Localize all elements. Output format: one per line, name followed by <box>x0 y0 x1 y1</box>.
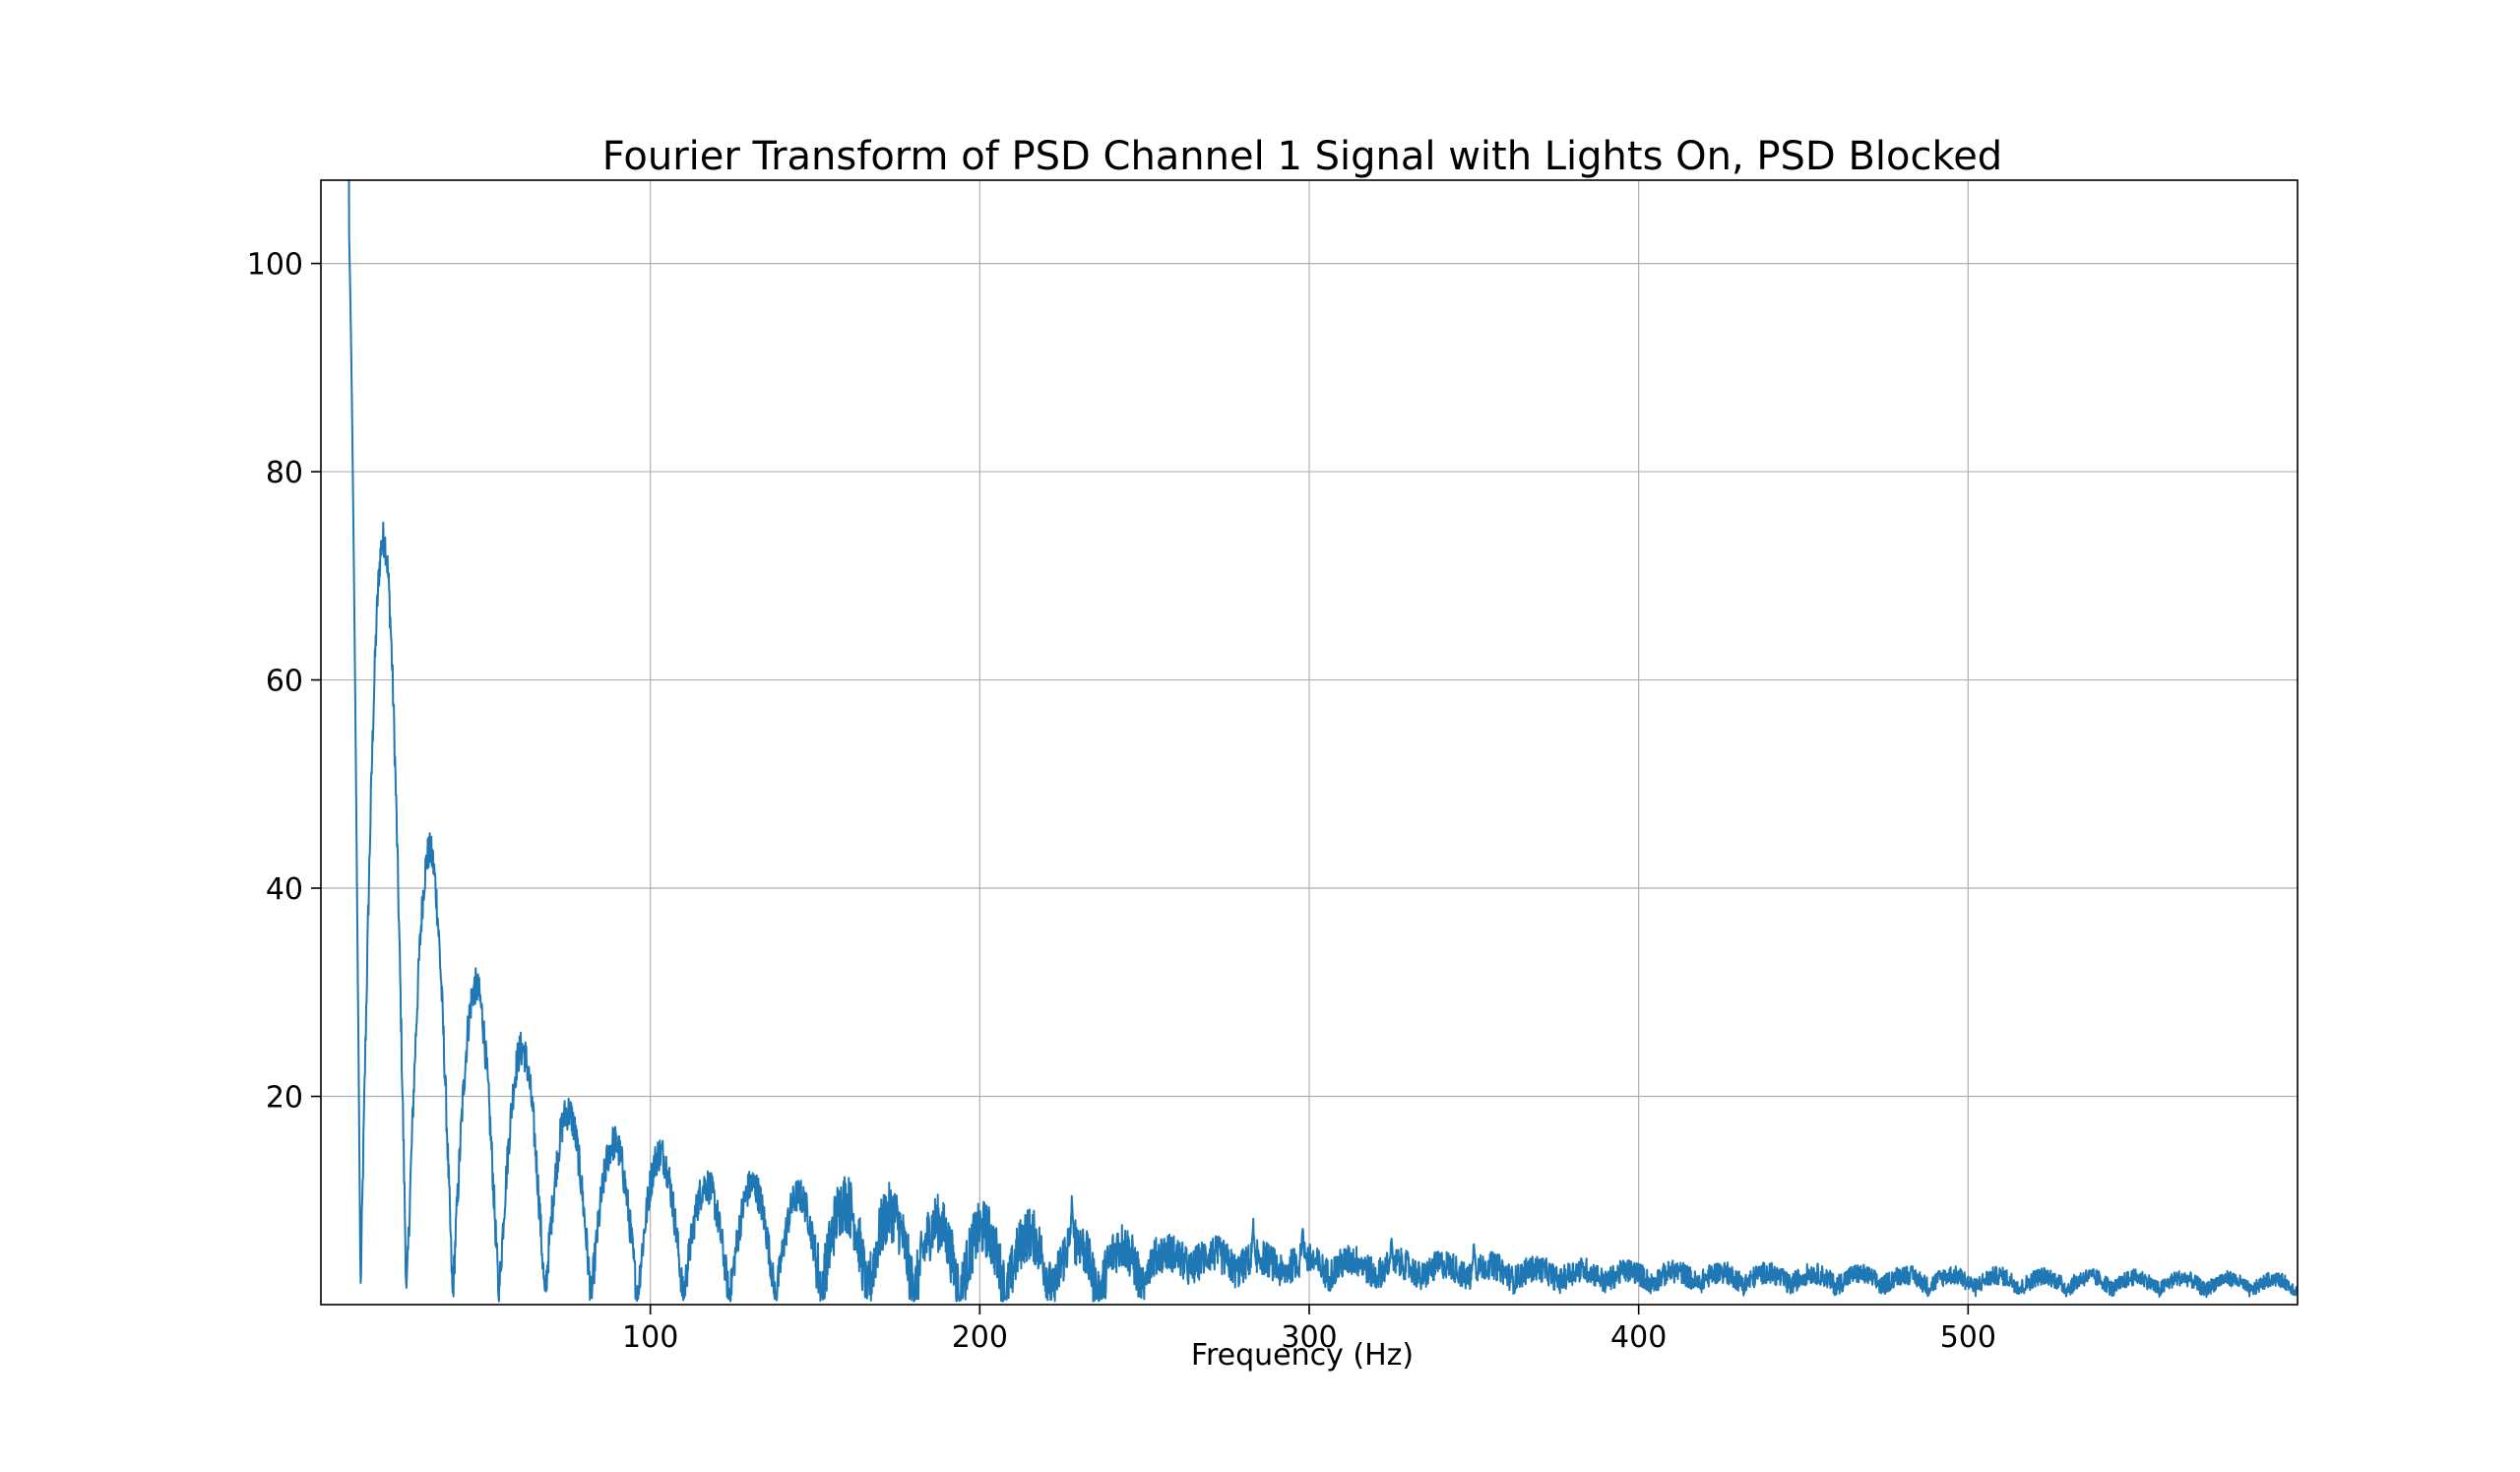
y-tick-label: 80 <box>266 456 303 490</box>
grid-lines <box>321 180 2298 1305</box>
y-tick-label: 20 <box>266 1081 303 1116</box>
y-tick-label: 100 <box>247 248 303 283</box>
y-tick-label: 40 <box>266 872 303 907</box>
x-tick-label: 100 <box>622 1320 678 1355</box>
y-axis: 20 40 60 80 100 <box>247 248 321 1116</box>
chart-title: Fourier Transform of PSD Channel 1 Signa… <box>602 134 2002 179</box>
x-tick-label: 200 <box>952 1320 1008 1355</box>
x-tick-label: 500 <box>1940 1320 1996 1355</box>
x-tick-label: 400 <box>1610 1320 1667 1355</box>
y-tick-label: 60 <box>266 665 303 699</box>
x-axis-label: Frequency (Hz) <box>1191 1338 1414 1373</box>
plot-area <box>347 180 2298 1303</box>
series-line <box>347 180 2298 1303</box>
x-axis: 100 200 300 400 500 <box>622 1305 1996 1355</box>
x-tick-label: 300 <box>1281 1320 1337 1355</box>
